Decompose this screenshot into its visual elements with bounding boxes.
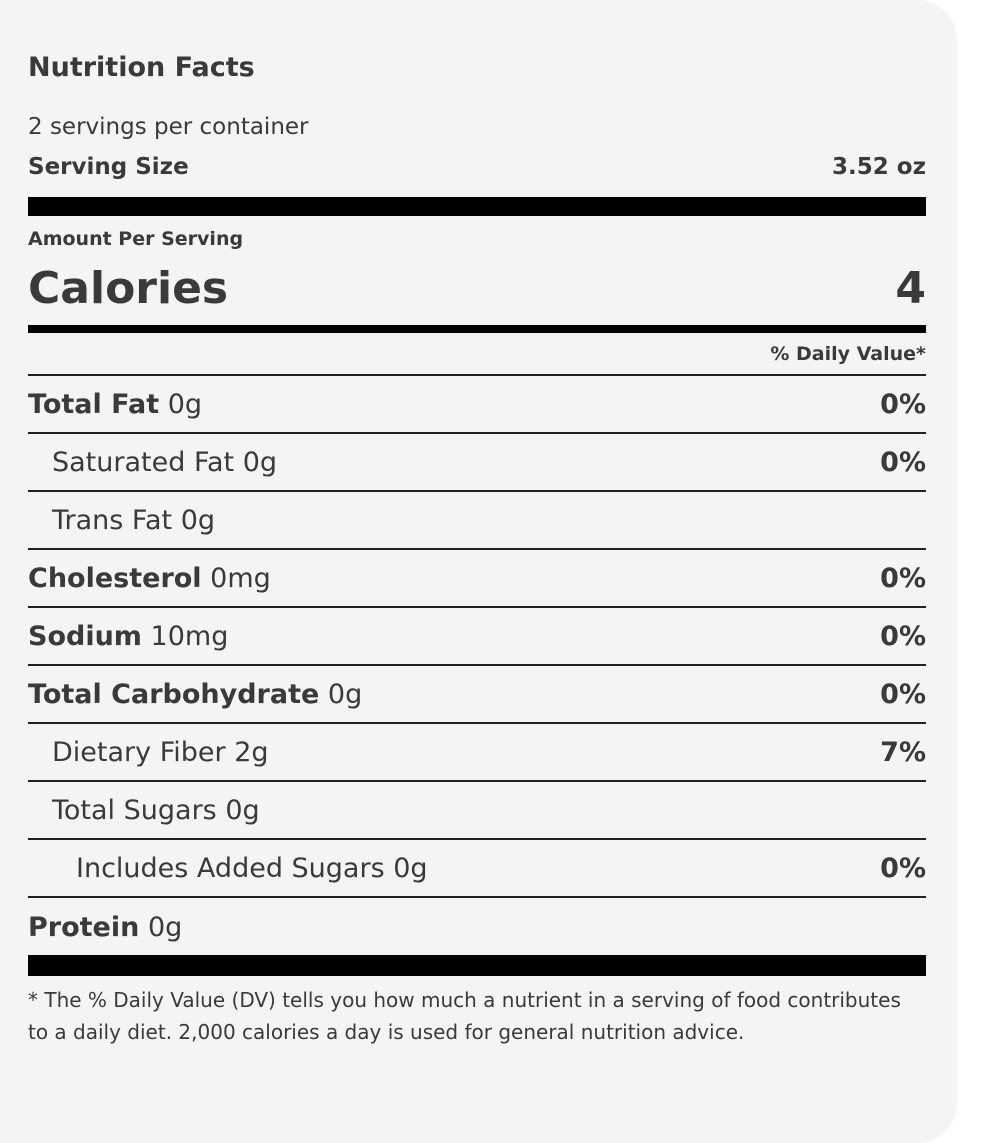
nutrient-amount: 2g: [234, 736, 269, 768]
nutrient-name: Trans Fat: [52, 504, 173, 536]
nutrient-name: Protein: [28, 911, 140, 943]
nutrition-label: Nutrition Facts 2 servings per container…: [0, 0, 957, 1143]
nutrient-row: Total Carbohydrate 0g 0%: [28, 666, 926, 724]
nutrient-amount: 0g: [393, 852, 428, 884]
medium-divider: [28, 325, 926, 333]
nutrient-row: Total Sugars 0g: [28, 782, 926, 840]
nutrient-amount: 0g: [147, 911, 183, 943]
nutrient-label: Saturated Fat 0g: [52, 447, 277, 478]
nutrient-label: Total Carbohydrate 0g: [28, 679, 362, 710]
nutrient-label: Dietary Fiber 2g: [52, 737, 269, 768]
nutrient-label: Total Fat 0g: [28, 389, 202, 420]
thick-divider: [28, 197, 926, 216]
nutrient-name: Cholesterol: [28, 562, 202, 594]
nutrient-row: Sodium 10mg 0%: [28, 608, 926, 666]
nutrient-name: Total Sugars: [52, 794, 217, 826]
nutrient-row: Protein 0g: [28, 898, 926, 956]
nutrient-daily-value: 7%: [880, 736, 926, 768]
nutrient-name: Saturated Fat: [52, 446, 235, 478]
nutrient-row: Trans Fat 0g: [28, 492, 926, 550]
nutrient-name: Sodium: [28, 620, 142, 652]
calories-value: 4: [895, 263, 926, 314]
nutrient-amount: 0g: [180, 504, 216, 536]
nutrient-amount: 0mg: [210, 562, 271, 594]
nutrient-label: Trans Fat 0g: [52, 505, 215, 536]
nutrient-amount: 0g: [167, 388, 203, 420]
thick-divider-bottom: [28, 955, 926, 976]
nutrient-row: Cholesterol 0mg 0%: [28, 550, 926, 608]
nutrient-row: Includes Added Sugars 0g 0%: [28, 840, 926, 898]
nutrient-name: Includes Added Sugars: [76, 852, 385, 884]
footnote: * The % Daily Value (DV) tells you how m…: [28, 988, 901, 1044]
nutrient-amount: 0g: [327, 678, 363, 710]
nutrient-daily-value: 0%: [880, 620, 926, 652]
calories: Calories 4: [28, 258, 926, 320]
nutrient-rows: Total Fat 0g 0% Saturated Fat 0g 0% Trans Fa…: [28, 376, 926, 956]
nutrient-amount: 0g: [242, 446, 278, 478]
nutrient-row: Total Fat 0g 0%: [28, 376, 926, 434]
nutrient-daily-value: 0%: [880, 446, 926, 478]
nutrient-amount: 0g: [225, 794, 260, 826]
daily-value-header: % Daily Value*: [28, 340, 926, 376]
servings-per-container: 2 servings per container: [28, 114, 309, 140]
nutrient-label: Cholesterol 0mg: [28, 563, 271, 594]
nutrient-row: Dietary Fiber 2g 7%: [28, 724, 926, 782]
nutrient-name: Total Fat: [28, 388, 160, 420]
nutrient-daily-value: 0%: [880, 388, 926, 420]
nutrient-amount: 10mg: [150, 620, 229, 652]
nutrient-name: Dietary Fiber: [52, 736, 226, 768]
serving-size-value: 3.52 oz: [832, 154, 926, 180]
calories-label: Calories: [28, 263, 229, 314]
nutrient-label: Total Sugars 0g: [52, 795, 260, 826]
serving-size: Serving Size 3.52 oz: [28, 154, 926, 180]
nutrient-row: Saturated Fat 0g 0%: [28, 434, 926, 492]
nutrient-label: Includes Added Sugars 0g: [76, 853, 428, 884]
serving-size-label: Serving Size: [28, 154, 189, 180]
nutrient-daily-value: 0%: [880, 678, 926, 710]
nutrient-label: Sodium 10mg: [28, 621, 228, 652]
nutrient-daily-value: 0%: [880, 562, 926, 594]
nutrient-label: Protein 0g: [28, 912, 182, 943]
nutrient-daily-value: 0%: [880, 852, 926, 884]
amount-per-serving: Amount Per Serving: [28, 228, 244, 250]
nutrient-name: Total Carbohydrate: [28, 678, 320, 710]
label-title: Nutrition Facts: [28, 52, 255, 83]
